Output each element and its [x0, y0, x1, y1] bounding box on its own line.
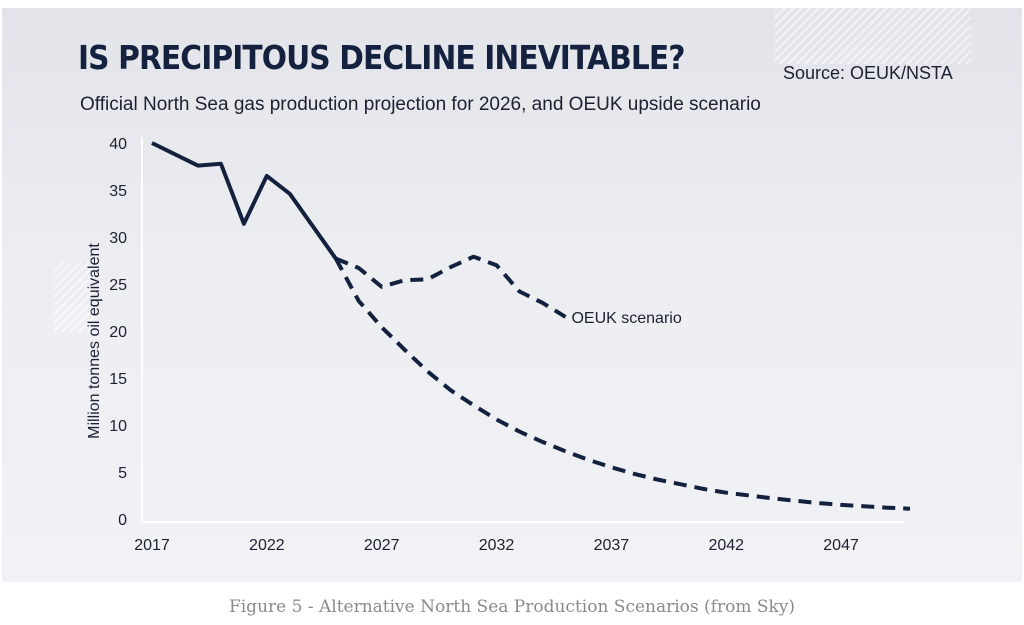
x-tick-label: 2032 — [479, 537, 515, 554]
y-tick-label: 10 — [109, 418, 127, 435]
y-tick-label: 5 — [118, 465, 127, 482]
chart-panel — [2, 8, 1022, 582]
chart-title: IS PRECIPITOUS DECLINE INEVITABLE? — [78, 38, 685, 77]
y-axis-label: Million tonnes oil equivalent — [86, 243, 103, 439]
y-tick-label: 20 — [109, 324, 127, 341]
y-tick-label: 40 — [109, 136, 127, 153]
y-tick-label: 25 — [109, 277, 127, 294]
series-line-historic — [151, 141, 338, 260]
x-tick-label: 2022 — [249, 537, 285, 554]
series-line-official-projection — [334, 257, 911, 511]
y-tick-label: 15 — [109, 371, 127, 388]
series-line-oeuk-scenario — [335, 254, 567, 319]
series-label-oeuk-scenario: OEUK scenario — [571, 310, 681, 327]
x-tick-label: 2017 — [134, 537, 170, 554]
y-tick-label: 35 — [109, 183, 127, 200]
x-tick-label: 2027 — [364, 537, 400, 554]
figure-caption: Figure 5 - Alternative North Sea Product… — [228, 597, 796, 617]
source-label: Source: OEUK/NSTA — [783, 63, 953, 83]
decor-hatch-top-right — [775, 8, 971, 64]
x-tick-label: 2037 — [594, 537, 630, 554]
decor-hatch-left — [54, 262, 94, 332]
y-tick-label: 30 — [109, 230, 127, 247]
y-tick-label: 0 — [118, 512, 127, 529]
chart-subtitle: Official North Sea gas production projec… — [80, 94, 761, 115]
x-tick-label: 2047 — [823, 537, 859, 554]
x-tick-label: 2042 — [708, 537, 744, 554]
